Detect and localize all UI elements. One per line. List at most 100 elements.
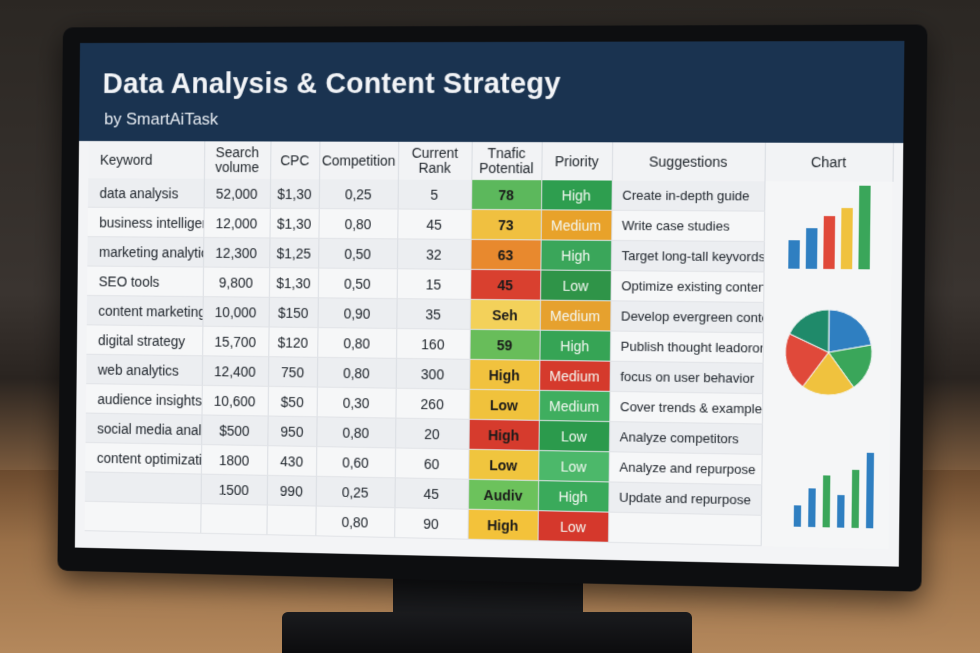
traffic-potential-cell: 63 [470,239,540,270]
keyword-cell: audience insights [86,384,202,415]
suggestion-cell [608,512,761,546]
suggestion-cell: Publish thought leadorom [610,331,763,363]
competition-cell: 0,60 [316,447,395,478]
mini-chart-bar [851,470,859,528]
keyword-cell: content optimization [85,442,201,474]
priority-cell: Medium [539,390,610,421]
cpc-cell: $50 [268,386,317,416]
mini-chart-bar [858,186,870,270]
traffic-potential-cell: High [469,419,539,450]
priority-cell: High [540,240,611,271]
competition-cell: 0,25 [316,476,395,507]
priority-cell: High [541,180,612,210]
cpc-cell: 750 [268,357,317,387]
mini-chart-bar [837,495,845,527]
cpc-cell: 990 [267,475,316,506]
page-title: Data Analysis & Content Strategy [102,68,560,101]
keyword-cell: business intelligence [88,207,204,237]
column-header-competition[interactable]: Competition [319,142,398,180]
monitor-bezel: Data Analysis & Content Strategy by Smar… [57,24,927,591]
competition-cell: 0,90 [318,298,397,329]
priority-cell: High [538,481,609,513]
current-rank-cell: 45 [394,478,468,509]
priority-cell: Low [538,420,609,451]
priority-cell: Medium [541,210,612,241]
column-header-current-rank[interactable]: Current Rank [398,142,472,180]
search-volume-cell: 1800 [201,444,267,475]
cpc-cell: 430 [267,446,316,477]
search-volume-cell: 12,000 [203,208,269,238]
column-header-suggestions[interactable]: Suggestions [612,142,765,181]
column-header-keyword[interactable]: Keyword [88,141,204,179]
column-header-search-volume[interactable]: Search volume [204,141,271,179]
traffic-potential-cell: 59 [469,329,539,360]
traffic-potential-cell: Seh [470,299,540,330]
priority-cell: Medium [539,360,610,391]
keyword-table: Keyword Search volume CPC Competition Cu… [85,141,894,549]
mini-bar-chart-2 [794,445,884,528]
search-volume-cell: 1500 [201,474,267,505]
search-volume-cell: 10,000 [202,297,268,327]
keyword-cell [85,472,201,504]
competition-cell: 0,80 [318,209,397,239]
competition-cell: 0,80 [317,328,396,359]
cpc-cell: $1,30 [270,208,319,238]
search-volume-cell: $500 [201,415,267,446]
suggestion-cell: Analyze competitors [609,422,762,455]
column-header-traffic-potential[interactable]: Tnafic Potential [471,142,541,180]
mini-chart-bar [866,453,874,529]
mini-chart-bar [806,228,818,269]
keyword-cell: marketing analytics [87,237,203,267]
keyword-cell: SEO tools [87,266,203,297]
mini-chart-bar [823,476,831,528]
search-volume-cell: 9,800 [203,267,269,297]
keyword-cell: social media analytics [86,413,202,444]
table-row[interactable]: data analysis 52,000 $1,30 0,25 5 78 High Creat… [88,178,893,212]
mini-chart-bar [788,240,800,269]
search-volume-cell: 12,400 [202,356,268,387]
traffic-potential-cell: Audiv [468,479,538,510]
cpc-cell: $1,30 [269,268,318,298]
mini-chart-bar [823,216,835,269]
priority-cell: Low [538,450,609,481]
dashboard-header: Data Analysis & Content Strategy by Smar… [79,41,904,143]
competition-cell: 0,25 [319,179,398,209]
traffic-potential-cell: High [469,359,539,390]
page-subtitle: by SmartAiTask [104,110,218,130]
mini-pie-chart [783,303,879,404]
mini-charts-panel [781,183,892,561]
search-volume-cell: 52,000 [204,179,270,208]
search-volume-cell: 12,300 [203,237,269,267]
monitor-screen: Data Analysis & Content Strategy by Smar… [75,41,905,567]
competition-cell: 0,50 [318,238,397,268]
suggestion-cell: Update and repurpose [608,482,761,515]
current-rank-cell: 15 [397,269,471,300]
column-header-chart[interactable]: Chart [765,143,893,182]
cpc-cell: $1,25 [269,238,318,268]
current-rank-cell: 45 [397,209,471,239]
priority-cell: Medium [540,300,611,331]
suggestion-cell: Analyze and repurpose [609,452,762,485]
cpc-cell [266,505,315,536]
suggestion-cell: Target long-tall keyvords [611,240,764,272]
suggestion-cell: Optimize existing content [611,271,764,303]
column-header-priority[interactable]: Priority [541,142,612,180]
keyword-cell: data analysis [88,178,204,208]
current-rank-cell: 60 [395,448,469,479]
column-header-cpc[interactable]: CPC [270,141,319,179]
traffic-potential-cell: Low [469,389,539,420]
suggestion-cell: Create in-depth guide [611,181,764,212]
cpc-cell: $150 [269,297,318,327]
competition-cell: 0,50 [318,268,397,299]
search-volume-cell: 10,600 [202,385,268,416]
mini-chart-bar [794,505,801,527]
competition-cell: 0,80 [316,417,395,448]
keyword-cell: content marketing [87,295,203,326]
traffic-potential-cell: 78 [471,180,541,210]
current-rank-cell: 260 [395,388,469,419]
competition-cell: 0,80 [315,506,394,537]
mini-chart-bar [808,488,816,527]
table-header-row: Keyword Search volume CPC Competition Cu… [88,141,893,182]
cpc-cell: 950 [267,416,316,447]
cpc-cell: $120 [268,327,317,357]
